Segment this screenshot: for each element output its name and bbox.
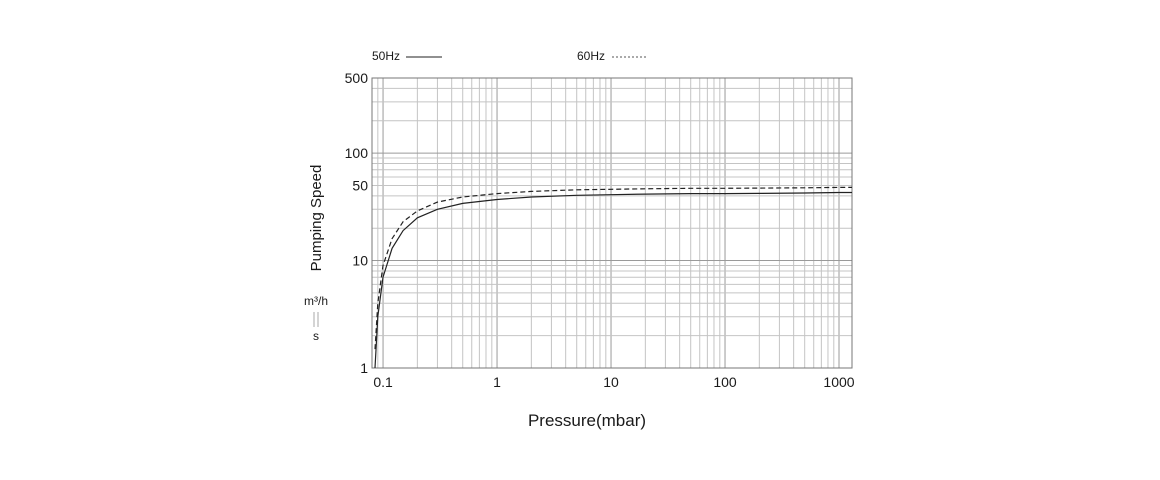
grid	[371, 77, 852, 369]
y-unit-top: m³/h	[304, 294, 328, 308]
series-line-60hz	[374, 186, 852, 350]
y-tick-labels: 1 10 50 100 500	[345, 70, 369, 376]
y-tick-label: 100	[345, 145, 369, 161]
legend-label-60hz: 60Hz	[577, 49, 605, 63]
x-tick-label: 1000	[823, 374, 854, 390]
x-axis-title: Pressure(mbar)	[528, 411, 646, 430]
series-layer	[374, 186, 852, 369]
x-tick-label: 1	[493, 374, 501, 390]
series-line-50hz	[374, 191, 852, 369]
x-tick-labels: 0.1 1 10 100 1000	[373, 374, 854, 390]
x-tick-label: 100	[713, 374, 737, 390]
plot-frame	[371, 77, 853, 369]
x-tick-label: 10	[603, 374, 619, 390]
y-tick-label: 50	[352, 177, 368, 193]
y-tick-label: 10	[352, 253, 368, 269]
legend: 50Hz 60Hz	[372, 49, 648, 63]
legend-label-50hz: 50Hz	[372, 49, 400, 63]
x-tick-label: 0.1	[373, 374, 393, 390]
y-tick-label: 500	[345, 70, 369, 86]
y-axis-title: Pumping Speed	[308, 165, 325, 272]
y-unit-bottom: s	[313, 329, 319, 343]
y-tick-label: 1	[360, 360, 368, 376]
